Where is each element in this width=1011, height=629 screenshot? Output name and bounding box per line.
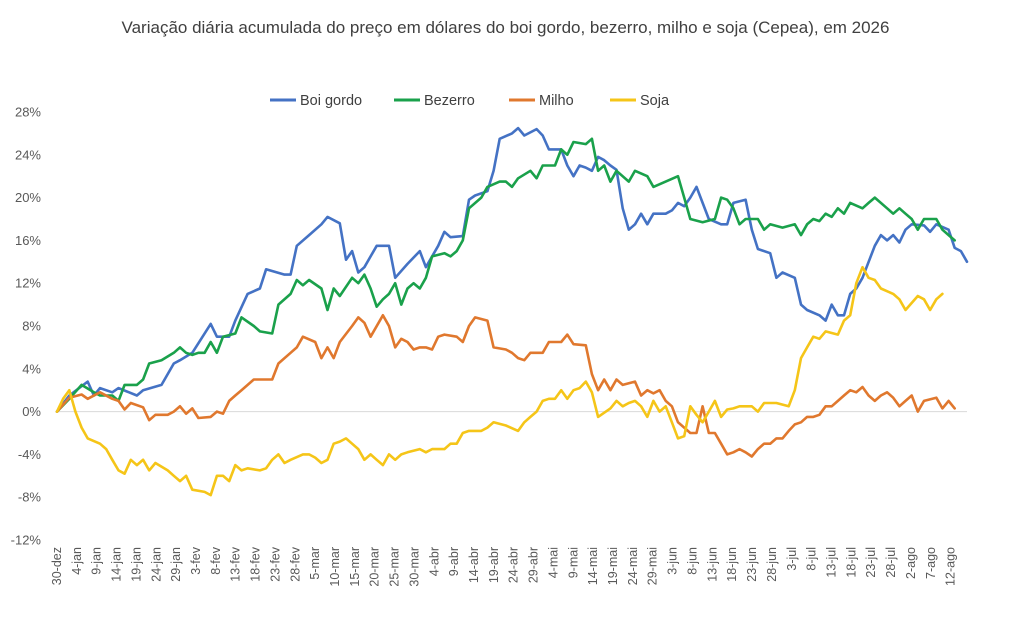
- series-layer: [55, 126, 969, 497]
- legend-label: Bezerro: [424, 93, 475, 109]
- y-tick-label: 28%: [15, 105, 41, 120]
- x-tick-label: 18-fev: [249, 546, 263, 581]
- x-tick-label: 2-ago: [904, 547, 918, 579]
- x-tick-label: 9-jan: [90, 547, 104, 575]
- y-tick-label: 4%: [22, 361, 41, 376]
- x-tick-label: 4-mai: [546, 547, 560, 578]
- x-tick-label: 12-ago: [944, 547, 958, 586]
- x-tick-label: 23-jun: [745, 547, 759, 582]
- legend: Boi gordo Bezerro Milho Soja: [270, 93, 670, 109]
- x-tick-label: 8-jun: [685, 547, 699, 575]
- y-tick-label: 16%: [15, 233, 41, 248]
- x-axis: 30-dez 4-jan 9-jan 14-jan 19-jan 24-jan 29-jan…: [50, 546, 958, 586]
- y-tick-label: 20%: [15, 190, 41, 205]
- x-tick-label: 29-mai: [646, 547, 660, 585]
- x-tick-label: 5-mar: [308, 547, 322, 580]
- x-tick-label: 8-fev: [209, 546, 223, 575]
- legend-label: Boi gordo: [300, 93, 362, 109]
- x-tick-label: 4-jan: [70, 547, 84, 575]
- x-tick-label: 28-jun: [765, 547, 779, 582]
- x-tick-label: 13-fev: [229, 546, 243, 581]
- y-tick-label: 8%: [22, 319, 41, 334]
- y-tick-label: 0%: [22, 404, 41, 419]
- x-tick-label: 7-ago: [924, 547, 938, 579]
- series-line-soja: [55, 265, 944, 497]
- x-tick-label: 19-mai: [606, 547, 620, 585]
- x-tick-label: 30-mar: [407, 547, 421, 587]
- x-tick-label: 24-jan: [149, 547, 163, 582]
- x-tick-label: 8-jul: [805, 547, 819, 571]
- x-tick-label: 13-jun: [705, 547, 719, 582]
- x-tick-label: 15-mar: [348, 547, 362, 587]
- x-tick-label: 19-abr: [487, 547, 501, 583]
- x-tick-label: 23-fev: [268, 546, 282, 581]
- y-tick-label: -8%: [18, 490, 42, 505]
- x-tick-label: 3-jun: [666, 547, 680, 575]
- x-tick-label: 14-mai: [586, 547, 600, 585]
- y-axis: -12% -8% -4% 0% 4% 8% 12% 16% 20% 24% 28%: [11, 105, 967, 548]
- y-tick-label: 12%: [15, 276, 41, 291]
- legend-label: Milho: [539, 93, 574, 109]
- x-tick-label: 13-jul: [824, 547, 838, 578]
- x-tick-label: 9-mai: [566, 547, 580, 578]
- x-tick-label: 10-mar: [328, 547, 342, 587]
- x-tick-label: 28-jul: [884, 547, 898, 578]
- x-tick-label: 9-abr: [447, 547, 461, 576]
- x-tick-label: 24-abr: [507, 547, 521, 583]
- x-tick-label: 18-jun: [725, 547, 739, 582]
- x-tick-label: 19-jan: [129, 547, 143, 582]
- y-tick-label: 24%: [15, 147, 41, 162]
- y-tick-label: -12%: [11, 533, 42, 548]
- x-tick-label: 28-fev: [288, 546, 302, 581]
- x-tick-label: 3-fev: [189, 546, 203, 575]
- x-tick-label: 4-abr: [427, 547, 441, 576]
- x-tick-label: 23-jul: [864, 547, 878, 578]
- x-tick-label: 29-abr: [527, 547, 541, 583]
- x-tick-label: 18-jul: [844, 547, 858, 578]
- x-tick-label: 3-jul: [785, 547, 799, 571]
- y-tick-label: -4%: [18, 447, 42, 462]
- chart-title: Variação diária acumulada do preço em dó…: [121, 18, 890, 37]
- legend-label: Soja: [640, 93, 670, 109]
- x-tick-label: 14-jan: [110, 547, 124, 582]
- x-tick-label: 20-mar: [368, 547, 382, 587]
- x-tick-label: 29-jan: [169, 547, 183, 582]
- series-line-boi-gordo: [55, 126, 969, 413]
- x-tick-label: 30-dez: [50, 547, 64, 585]
- x-tick-label: 14-abr: [467, 547, 481, 583]
- series-line-bezerro: [55, 137, 956, 413]
- series-line-milho: [55, 314, 956, 458]
- x-tick-label: 25-mar: [388, 547, 402, 587]
- x-tick-label: 24-mai: [626, 547, 640, 585]
